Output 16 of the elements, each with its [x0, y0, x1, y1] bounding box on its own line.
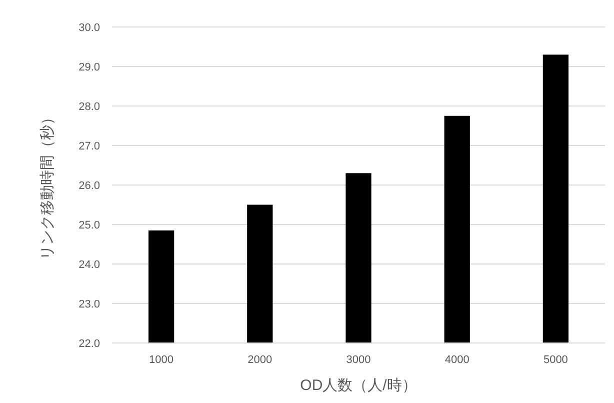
y-tick-label: 30.0: [78, 22, 100, 34]
y-tick-label: 29.0: [78, 62, 100, 74]
y-axis-title: リンク移動時間（秒）: [39, 110, 56, 260]
y-tick-label: 27.0: [78, 140, 100, 152]
x-axis-title: OD人数（人/時）: [300, 377, 417, 394]
y-tick-label: 24.0: [78, 259, 100, 271]
x-tick-label: 3000: [346, 354, 371, 366]
y-tick-label: 28.0: [78, 101, 100, 113]
y-tick-label: 25.0: [78, 220, 100, 232]
y-tick-label: 23.0: [78, 298, 100, 310]
x-tick-label: 4000: [444, 354, 470, 366]
y-tick-label: 22.0: [78, 338, 100, 350]
x-tick-label: 2000: [248, 354, 272, 366]
x-tick-label: 1000: [149, 354, 174, 366]
x-tick-label: 5000: [543, 354, 568, 366]
y-tick-label: 26.0: [78, 180, 100, 192]
